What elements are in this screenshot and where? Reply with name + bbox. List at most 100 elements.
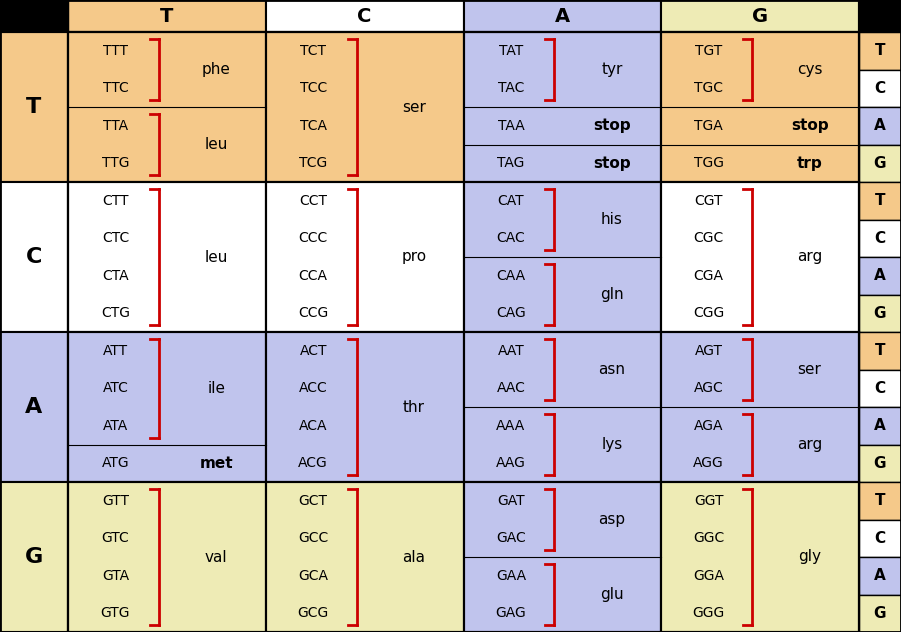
Bar (859, 557, 901, 595)
Text: asp: asp (598, 512, 625, 527)
Text: CCA: CCA (299, 269, 328, 283)
Text: TCG: TCG (299, 156, 327, 170)
Text: CTC: CTC (102, 231, 129, 245)
Text: cys: cys (796, 62, 823, 77)
Text: CGT: CGT (695, 194, 723, 208)
Text: G: G (25, 547, 43, 567)
Text: G: G (752, 6, 769, 25)
Text: AGC: AGC (694, 381, 724, 395)
Text: CCG: CCG (298, 307, 328, 320)
Text: A: A (25, 397, 42, 417)
Text: CGG: CGG (693, 307, 724, 320)
Text: ATA: ATA (103, 419, 128, 433)
Text: GAC: GAC (496, 532, 526, 545)
Bar (266, 482, 463, 632)
Bar (463, 482, 661, 632)
Text: C: C (26, 247, 42, 267)
Bar (859, 295, 901, 332)
Text: A: A (874, 118, 886, 133)
Text: T: T (875, 493, 886, 508)
Text: stop: stop (593, 118, 631, 133)
Text: tyr: tyr (601, 62, 623, 77)
Text: T: T (160, 6, 174, 25)
Text: G: G (874, 306, 887, 321)
Bar (463, 0, 661, 32)
Text: T: T (875, 193, 886, 209)
Text: A: A (874, 418, 886, 434)
Text: GTT: GTT (102, 494, 129, 507)
Text: TGT: TGT (695, 44, 723, 58)
Text: CGC: CGC (694, 231, 724, 245)
Bar (463, 182, 661, 332)
Text: TAC: TAC (497, 82, 524, 95)
Text: G: G (874, 456, 887, 471)
Text: GGG: GGG (693, 606, 724, 620)
Text: ACG: ACG (298, 456, 328, 470)
Bar (859, 182, 901, 219)
Text: CAT: CAT (497, 194, 524, 208)
Bar (859, 219, 901, 257)
Bar (68, 182, 266, 332)
Bar (859, 370, 901, 407)
Bar (859, 332, 901, 370)
Text: AAC: AAC (496, 381, 525, 395)
Bar (0, 0, 68, 32)
Bar (266, 182, 463, 332)
Text: C: C (358, 6, 372, 25)
Text: GGA: GGA (693, 569, 724, 583)
Text: GAT: GAT (497, 494, 524, 507)
Bar (68, 482, 266, 632)
Bar (859, 257, 901, 295)
Text: ATT: ATT (103, 344, 128, 358)
Text: lys: lys (601, 437, 623, 452)
Text: AGT: AGT (695, 344, 723, 358)
Bar (266, 0, 463, 32)
Text: TCA: TCA (300, 119, 327, 133)
Text: met: met (199, 456, 233, 471)
Text: asn: asn (598, 362, 625, 377)
Bar (859, 482, 901, 520)
Bar (463, 332, 661, 482)
Bar (859, 107, 901, 145)
Text: TTC: TTC (103, 82, 128, 95)
Text: TCC: TCC (300, 82, 327, 95)
Text: ACC: ACC (299, 381, 328, 395)
Text: TTA: TTA (103, 119, 128, 133)
Text: AGA: AGA (694, 419, 724, 433)
Text: ACA: ACA (299, 419, 327, 433)
Text: TAA: TAA (497, 119, 524, 133)
Text: GCT: GCT (299, 494, 328, 507)
Text: CCT: CCT (299, 194, 327, 208)
Bar (859, 0, 901, 32)
Text: CCC: CCC (298, 231, 328, 245)
Bar (859, 145, 901, 182)
Text: AGG: AGG (694, 456, 724, 470)
Text: arg: arg (797, 437, 823, 452)
Bar (661, 182, 859, 332)
Text: AAG: AAG (496, 456, 526, 470)
Bar (859, 595, 901, 632)
Text: A: A (874, 568, 886, 583)
Text: CTG: CTG (101, 307, 130, 320)
Text: AAT: AAT (497, 344, 524, 358)
Text: T: T (875, 43, 886, 58)
Text: C: C (875, 380, 886, 396)
Text: gln: gln (600, 287, 623, 302)
Text: glu: glu (600, 587, 623, 602)
Text: CTT: CTT (102, 194, 129, 208)
Text: ACT: ACT (299, 344, 327, 358)
Bar (0, 332, 68, 482)
Text: arg: arg (797, 250, 823, 265)
Text: C: C (875, 231, 886, 246)
Text: ser: ser (402, 99, 426, 114)
Bar (0, 482, 68, 632)
Text: GTC: GTC (102, 532, 130, 545)
Text: TGA: TGA (695, 119, 724, 133)
Text: TTG: TTG (102, 156, 129, 170)
Text: stop: stop (791, 118, 828, 133)
Text: TTT: TTT (103, 44, 128, 58)
Text: G: G (874, 605, 887, 621)
Text: TCT: TCT (300, 44, 326, 58)
Text: thr: thr (403, 399, 425, 415)
Text: leu: leu (205, 250, 228, 265)
